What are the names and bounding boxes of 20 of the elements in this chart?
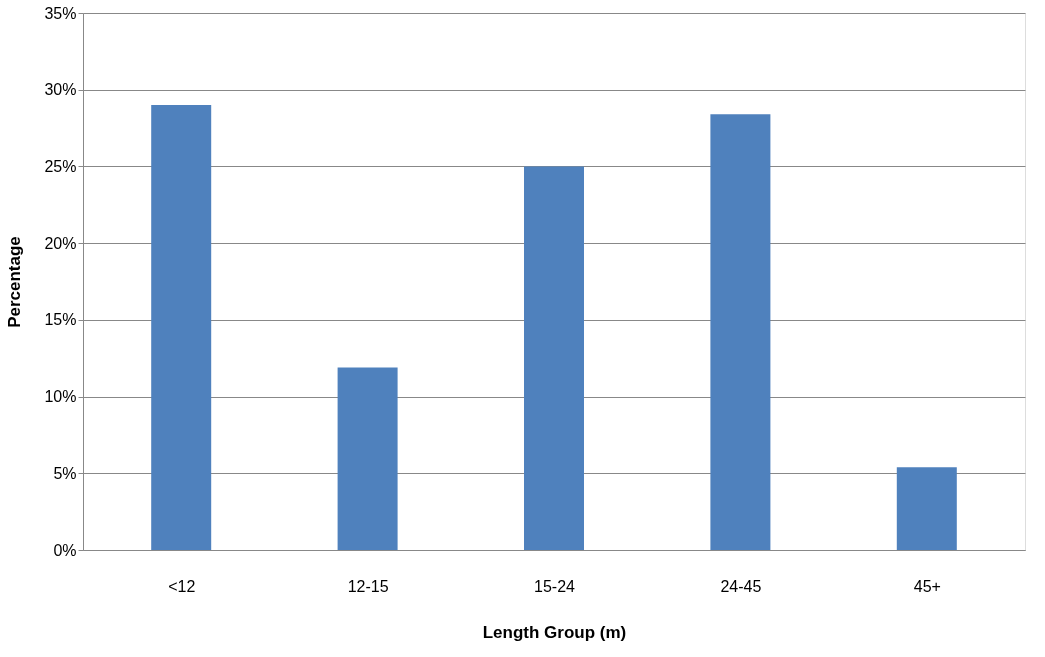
y-tick-label: 10% [44,388,77,406]
bar [337,367,398,550]
y-tick-label: 25% [44,157,77,175]
y-axis-title: Percentage [5,236,25,328]
x-axis-title: Length Group (m) [482,622,627,642]
x-tick-label: 12-15 [347,577,389,595]
y-tick-label: 30% [44,81,77,99]
y-tick-label: 20% [44,234,77,252]
x-tick-label: 15-24 [534,577,576,595]
y-tick-label: 15% [44,311,77,329]
x-tick-label: <12 [168,577,196,595]
y-tick-label: 5% [53,464,77,482]
bar [151,105,212,550]
bar [710,114,771,550]
y-tick-label: 0% [53,541,77,559]
y-tick-label: 35% [44,4,77,22]
x-tick-label: 24-45 [720,577,762,595]
x-tick-label: 45+ [913,577,941,595]
bar [524,166,584,550]
bar [896,467,957,550]
